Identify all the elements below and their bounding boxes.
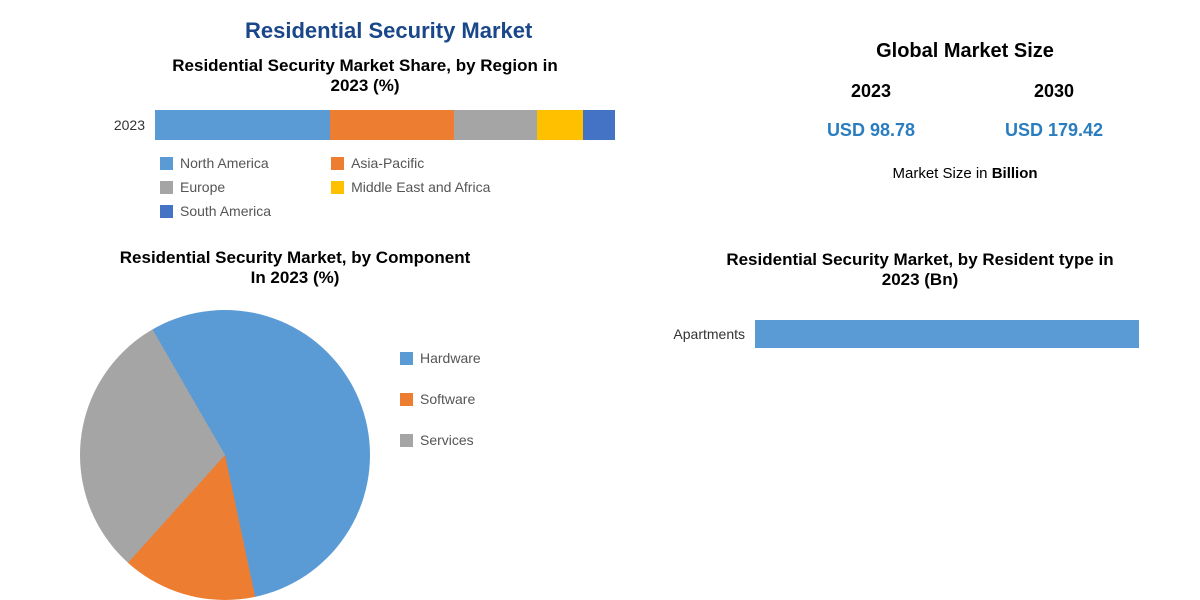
legend-swatch <box>331 157 344 170</box>
gms-value-0: USD 98.78 <box>827 120 915 141</box>
region-bar-track <box>155 110 615 140</box>
legend-label: Services <box>420 432 474 448</box>
legend-label: Software <box>420 391 475 407</box>
gms-sub-prefix: Market Size in <box>892 165 991 182</box>
resident-type-bar-track <box>755 320 1200 348</box>
region-segment <box>583 110 615 140</box>
legend-label: North America <box>180 155 269 171</box>
legend-item: Software <box>400 391 481 407</box>
resident-type-bar: Apartments <box>650 320 1200 348</box>
component-pie <box>80 310 370 600</box>
region-legend: North America Asia-Pacific Europe Middle Ea… <box>160 155 490 219</box>
gms-col-1: 2030 USD 179.42 <box>1005 81 1103 141</box>
component-pie-wrap <box>80 310 370 600</box>
legend-swatch <box>160 157 173 170</box>
legend-label: Hardware <box>420 350 481 366</box>
legend-label: Middle East and Africa <box>351 179 490 195</box>
legend-item: Hardware <box>400 350 481 366</box>
component-pie-legend: Hardware Software Services <box>400 350 481 448</box>
gms-year-0: 2023 <box>851 81 891 102</box>
legend-label: Asia-Pacific <box>351 155 424 171</box>
legend-swatch <box>331 181 344 194</box>
region-segment <box>330 110 454 140</box>
legend-label: South America <box>180 203 271 219</box>
region-bar-ylabel: 2023 <box>105 117 145 133</box>
gms-subtitle: Market Size in Billion <box>800 165 1130 182</box>
legend-item: Services <box>400 432 481 448</box>
legend-swatch <box>400 393 413 406</box>
legend-item: North America <box>160 155 271 171</box>
legend-label: Europe <box>180 179 225 195</box>
component-chart-title: Residential Security Market, by Componen… <box>115 248 475 288</box>
region-stacked-bar: 2023 <box>105 110 615 140</box>
legend-item: Middle East and Africa <box>331 179 490 195</box>
region-segment <box>454 110 537 140</box>
resident-type-bar-fill <box>755 320 1139 348</box>
gms-year-1: 2030 <box>1034 81 1074 102</box>
legend-swatch <box>400 352 413 365</box>
gms-title: Global Market Size <box>800 40 1130 63</box>
page-title: Residential Security Market <box>245 18 532 44</box>
region-segment <box>537 110 583 140</box>
legend-swatch <box>160 181 173 194</box>
gms-col-0: 2023 USD 98.78 <box>827 81 915 141</box>
region-legend-grid: North America Asia-Pacific Europe Middle Ea… <box>160 155 490 219</box>
region-chart-title: Residential Security Market Share, by Re… <box>160 56 570 96</box>
gms-sub-bold: Billion <box>992 165 1038 182</box>
resident-type-title: Residential Security Market, by Resident… <box>720 250 1120 290</box>
global-market-size: Global Market Size 2023 USD 98.78 2030 U… <box>800 40 1130 182</box>
gms-value-1: USD 179.42 <box>1005 120 1103 141</box>
legend-item: Asia-Pacific <box>331 155 490 171</box>
legend-item: Europe <box>160 179 271 195</box>
gms-row: 2023 USD 98.78 2030 USD 179.42 <box>800 81 1130 141</box>
resident-type-bar-label: Apartments <box>650 326 745 342</box>
legend-swatch <box>160 205 173 218</box>
region-segment <box>155 110 330 140</box>
legend-item: South America <box>160 203 271 219</box>
legend-swatch <box>400 434 413 447</box>
